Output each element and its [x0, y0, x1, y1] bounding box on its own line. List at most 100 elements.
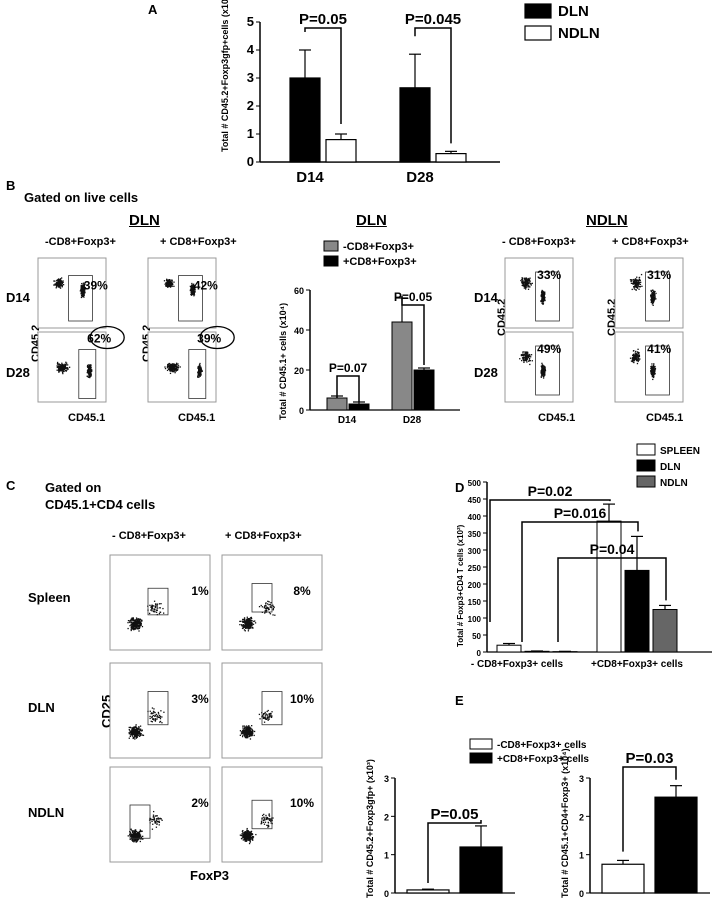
c-plus-ndln-event [269, 817, 271, 820]
c-minus-ndln-event [159, 817, 161, 819]
c-minus-spleen-event [150, 606, 152, 608]
c-plus-spleen-event [248, 625, 250, 627]
b-ndln-d14-minus-percentage: 33% [537, 268, 561, 282]
a-y-tick-label: 3 [247, 70, 254, 85]
b-ndln-d28-plus-event [653, 367, 655, 370]
b-dln-d14-plus-event [167, 279, 169, 282]
b-legend-swatch [323, 255, 339, 267]
b-ndln-d14-minus-event [529, 286, 531, 288]
b-dln-d28-plus-event [174, 370, 176, 372]
a-legend-label: NDLN [558, 25, 600, 42]
c-plus-ndln-event [242, 836, 244, 838]
c-minus-ndln-event [142, 835, 144, 837]
c-minus-ndln-event [131, 838, 134, 840]
c-plus-spleen-event [249, 626, 251, 628]
b-dln-d28-plus-event [198, 364, 201, 366]
c-col-minus: - CD8+Foxp3+ [112, 530, 186, 542]
b-ndln-d28-minus-event [543, 373, 545, 375]
b-ndln-d14-minus-event [544, 299, 546, 301]
c-minus-ndln-event [135, 841, 137, 843]
c-minus-spleen-event [138, 626, 141, 628]
c-plus-dln-event [244, 731, 246, 734]
b-ndln-d14-plus-event [631, 279, 633, 281]
b-dln-d28-minus-event [65, 361, 67, 363]
c-plus-ndln-event [245, 840, 248, 842]
b-dln-d14-plus-event [166, 284, 168, 286]
c-plus-ndln-event [244, 831, 246, 833]
c-plus-ndln-event [262, 819, 264, 821]
c-minus-ndln-event [156, 815, 158, 817]
c-plus-dln-event [246, 727, 248, 729]
b-dln-d14-plus-event [168, 283, 170, 286]
b-dln-d28-minus-event [66, 364, 69, 366]
c-minus-spleen-event [139, 624, 141, 627]
b-dln-d28-minus-event [86, 371, 88, 374]
c-minus-ndln-event [130, 838, 133, 840]
b-dln-d14-plus-event [168, 280, 171, 282]
b-dln-d14-minus-event [83, 289, 85, 292]
b-dln-d14-plus-event [164, 283, 166, 285]
c-plus-ndln-event [250, 832, 253, 835]
b-ndln-d14-plus-event [652, 302, 654, 305]
c-plus-ndln-event [252, 836, 255, 838]
b-dln-d14-plus-event [190, 293, 192, 296]
b-ndln-d14-plus-percentage: 31% [647, 268, 671, 282]
b-ndln-d14-plus-event [654, 290, 656, 293]
c-plus-spleen-event [251, 624, 254, 626]
e2-y-tick-label: 2 [579, 812, 584, 822]
c-plus-dln-event [245, 732, 248, 734]
b-ndln-d28-minus-event [540, 370, 542, 372]
b-bar [326, 397, 348, 411]
b-ndln-d14-minus-event [528, 282, 530, 284]
b-ndln-d14-plus-event [638, 288, 640, 290]
c-minus-dln-event [160, 710, 162, 712]
b-dln-d28-minus-event [88, 374, 91, 377]
b-ndln-d14-minus-event [522, 283, 524, 285]
b-ndln-d28-plus-event [652, 365, 655, 367]
c-plus-ndln-event [250, 831, 252, 833]
c-plus-spleen-event [264, 610, 266, 612]
c-plus-dln-event [244, 726, 246, 728]
c-minus-spleen-event [137, 618, 140, 620]
b-dln-d28-plus-event [198, 376, 200, 378]
b-dln-d28-plus-event [198, 370, 200, 372]
b-ndln-d14-plus-event [635, 285, 638, 287]
b-ndln-d28-minus-event [542, 377, 545, 379]
c-plus-spleen-event [241, 625, 243, 627]
chart-a: 0 1 2 3 4 5 Total # CD45.2+Foxp3gfp+cells (x10… [220, 0, 600, 186]
b-ndln-d14-minus-event [523, 287, 526, 289]
b-dln-d28-plus-event [169, 366, 171, 369]
c-plus-ndln-event [249, 835, 251, 837]
b-dln-d14-plus-event [190, 290, 193, 292]
c-minus-spleen-event [135, 619, 137, 621]
c-plus-spleen-event [251, 621, 253, 624]
c-plus-dln-event [253, 734, 255, 737]
b-dln-d28-minus-event [90, 366, 92, 369]
c-plus-dln-event [249, 728, 251, 730]
c-plus-ndln-event [249, 837, 251, 840]
b-dln-d14-plus-event [168, 280, 170, 283]
b-ndln-d14-minus-event [522, 282, 525, 284]
b-ndln-d14-minus-event [528, 286, 530, 288]
c-minus-ndln-event [133, 833, 135, 835]
b-dln-d28-minus-event [59, 369, 61, 371]
b-ndln-d28-minus-event [541, 365, 543, 367]
c-minus-ndln-event [135, 839, 137, 841]
c-minus-dln-event [129, 734, 132, 736]
b-ndln-d28-plus-event [638, 355, 641, 358]
c-minus-dln-event [138, 726, 140, 728]
c-minus-dln-event [154, 715, 156, 717]
b-dln-d14-minus-event [81, 288, 83, 290]
c-minus-spleen-event [127, 621, 129, 624]
c-plus-spleen-event [247, 630, 250, 632]
c-minus-dln-event [130, 734, 133, 736]
c-minus-spleen-event [160, 603, 162, 605]
b-ndln-d14-plus-event [637, 284, 639, 286]
b-dln-d14-minus-event [59, 279, 62, 282]
b-dln-d14-minus-event [80, 293, 82, 295]
b-ndln-d28-plus-event [637, 348, 639, 350]
b-ndln-d28-minus-event [542, 372, 544, 375]
b-dln-d14-plus-event [193, 291, 195, 293]
b-dln-d28-minus-event [59, 364, 61, 366]
b-ndln-d14-plus-event [653, 298, 656, 301]
